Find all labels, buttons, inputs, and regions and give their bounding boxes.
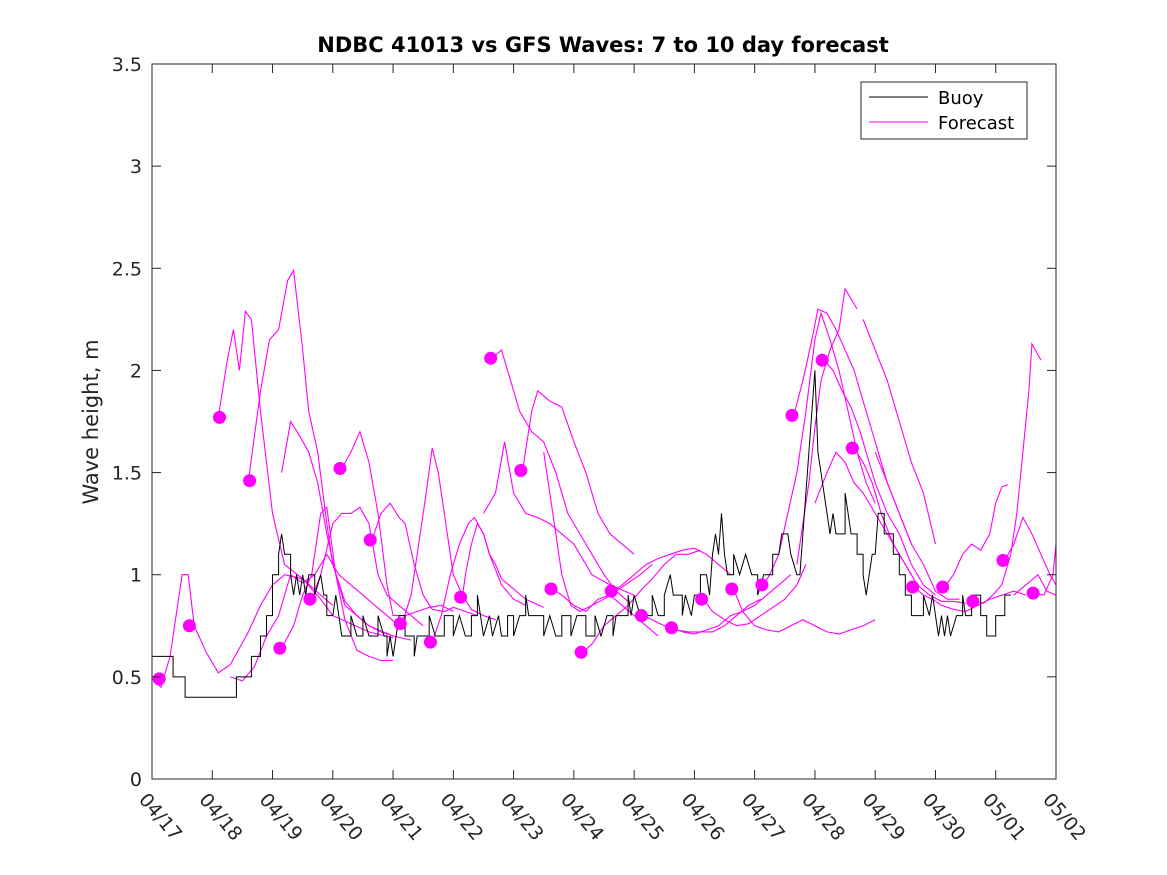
y-tick-label: 2 [130, 360, 142, 382]
forecast-line-32 [974, 341, 1042, 604]
forecast-marker-29 [1026, 586, 1040, 600]
forecast-line-10 [401, 447, 496, 624]
y-axis-label: Wave height, m [79, 339, 103, 504]
forecast-marker-4 [243, 474, 257, 488]
forecast-marker-8 [363, 533, 377, 547]
forecast-line-15 [483, 441, 635, 596]
forecast-line-7 [311, 506, 424, 627]
forecast-line-11 [431, 516, 526, 643]
forecast-marker-25 [906, 580, 920, 594]
forecast-line-35 [1013, 573, 1056, 596]
legend-buoy-label: Buoy [938, 88, 984, 109]
forecast-line-30 [914, 586, 1027, 613]
forecast-marker-23 [815, 353, 829, 367]
forecast-line-6 [281, 506, 394, 662]
forecast-marker-26 [936, 580, 950, 594]
forecast-line-36 [874, 451, 960, 600]
forecast-marker-21 [755, 578, 769, 592]
legend-box [860, 81, 1028, 140]
y-tick-label: 0.5 [112, 667, 142, 689]
forecast-line-23 [733, 588, 876, 635]
forecast-marker-18 [665, 621, 678, 635]
forecast-marker-7 [333, 462, 347, 475]
forecast-marker-27 [966, 594, 980, 608]
forecast-marker-19 [695, 592, 709, 606]
forecast-line-19 [612, 547, 731, 592]
y-tick-label: 1.5 [112, 463, 142, 485]
forecast-line-28 [796, 287, 858, 565]
forecast-line-21 [673, 574, 792, 635]
forecast-line-13 [492, 349, 629, 602]
forecast-marker-2 [182, 619, 196, 633]
y-tick-label: 1 [130, 565, 142, 587]
forecast-marker-16 [604, 584, 618, 598]
forecast-line-31 [944, 484, 1008, 588]
y-tick-label: 3.5 [112, 54, 142, 76]
forecast-marker-6 [303, 592, 317, 606]
forecast-marker-1 [152, 672, 166, 686]
forecast-line-22 [702, 564, 807, 627]
forecast-line-26 [823, 359, 936, 596]
forecast-line-12 [461, 522, 544, 608]
forecast-marker-17 [634, 609, 648, 623]
axes-box [151, 63, 1057, 780]
buoy-line [152, 370, 1011, 698]
forecast-marker-9 [393, 617, 407, 631]
forecast-marker-14 [544, 582, 558, 596]
forecast-marker-24 [845, 441, 859, 455]
forecast-marker-3 [213, 410, 226, 424]
forecast-marker-28 [996, 553, 1010, 567]
forecast-line-5 [281, 420, 394, 637]
y-tick-label: 2.5 [112, 258, 142, 280]
forecast-line-37 [862, 319, 937, 545]
legend-forecast-label: Forecast [938, 113, 1014, 134]
forecast-marker-20 [725, 582, 739, 596]
forecast-marker-11 [454, 590, 468, 604]
chart-title: NDBC 41013 vs GFS Waves: 7 to 10 day for… [317, 33, 888, 57]
y-tick-label: 3 [130, 156, 142, 178]
forecast-marker-5 [273, 641, 287, 655]
forecast-marker-13 [514, 464, 528, 477]
forecast-line-14 [522, 389, 635, 555]
forecast-marker-15 [574, 645, 588, 659]
forecast-marker-22 [785, 408, 799, 422]
forecast-marker-10 [423, 635, 437, 649]
forecast-marker-12 [484, 351, 498, 365]
forecast-line-9 [371, 502, 478, 617]
y-tick-label: 0 [130, 769, 142, 791]
